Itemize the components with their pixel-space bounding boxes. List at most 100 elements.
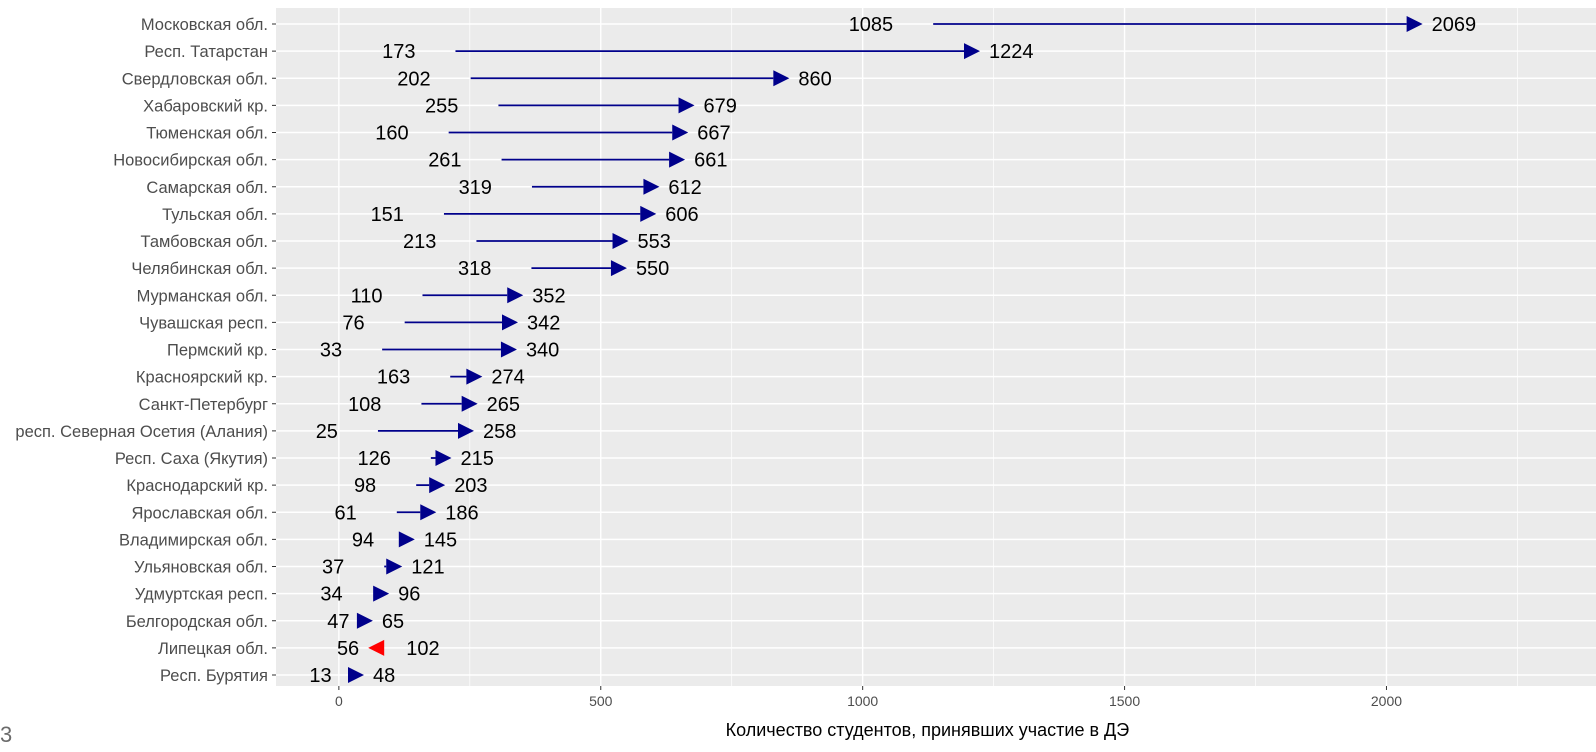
arrow-head [669,151,686,168]
start-value-label: 34 [320,584,342,606]
end-value-label: 342 [527,312,560,334]
arrow-head [368,639,385,656]
arrow-head [420,504,437,521]
arrow-head [964,43,980,60]
end-value-label: 258 [483,421,516,443]
end-value-label: 56 [337,638,359,660]
category-label: Новосибирская обл. [113,152,268,170]
end-value-label: 352 [532,285,565,307]
arrow-head [356,612,373,629]
arrow-head [612,233,629,249]
category-label: Белгородская обл. [126,613,268,631]
start-value-label: 319 [459,177,492,199]
category-label: Краснодарский кр. [126,477,268,495]
category-label: Владимирская обл. [119,531,268,549]
arrow-head [500,341,517,358]
x-tick-label: 0 [335,693,343,709]
category-label: Ульяновская обл. [134,559,268,577]
start-value-label: 202 [397,68,430,90]
start-value-label: 1085 [849,14,894,36]
arrow-head [461,395,478,412]
start-value-label: 102 [406,638,439,660]
category-label: Хабаровский кр. [143,97,268,115]
arrow-head [429,477,446,494]
end-value-label: 145 [424,529,457,551]
category-label: Респ. Саха (Якутия) [115,450,268,468]
end-value-label: 606 [665,204,698,226]
x-tick-label: 1000 [847,693,878,709]
category-label: Респ. Татарстан [144,43,268,61]
arrow-head [502,314,518,331]
start-value-label: 98 [354,475,376,497]
arrow-head [466,368,483,385]
plot-panel [276,8,1596,686]
end-value-label: 550 [636,258,669,280]
end-value-label: 274 [491,367,524,389]
start-value-label: 76 [342,312,364,334]
arrow-head [373,585,390,602]
x-tick-label: 2000 [1371,693,1402,709]
start-value-label: 108 [348,394,381,416]
category-label: Самарская обл. [146,179,268,197]
start-value-label: 261 [428,150,461,172]
category-label: Пермский кр. [167,342,268,360]
start-value-label: 173 [382,41,415,63]
category-label: респ. Северная Осетия (Алания) [15,423,268,441]
arrow-head [435,450,452,466]
x-tick-label: 1500 [1109,693,1140,709]
start-value-label: 13 [309,665,331,687]
arrow-head [458,422,474,439]
arrow-head [507,287,524,304]
start-value-label: 25 [316,421,338,443]
arrow-head [678,97,695,114]
end-value-label: 48 [373,665,395,687]
category-label: Липецкая обл. [158,640,268,658]
end-value-label: 340 [526,340,559,362]
category-label: Санкт-Петербург [139,396,268,414]
start-value-label: 126 [357,448,390,470]
x-axis-ticks: 0 500 1000 1500 2000 [335,686,1402,709]
arrow-head [643,178,660,195]
start-value-label: 255 [425,95,458,117]
end-value-label: 860 [798,68,831,90]
start-value-label: 47 [327,611,349,633]
arrow-head [773,70,790,87]
arrow-series [348,16,1423,683]
start-value-label: 37 [322,557,344,579]
end-value-label: 215 [460,448,493,470]
corner-page-number: 3 [0,722,13,747]
arrow-head [610,260,627,277]
start-value-label: 110 [351,285,383,307]
category-labels: Московская обл. Респ. Татарстан Свердловск… [15,16,276,685]
arrow-head [386,558,403,575]
category-label: Красноярский кр. [136,369,268,387]
arrow-head [398,531,415,548]
category-label: Респ. Бурятия [160,667,268,685]
category-label: Тюменская обл. [146,125,268,143]
end-value-label: 553 [638,231,671,253]
minor-gridlines [469,8,1518,686]
end-value-label: 1224 [989,41,1034,63]
end-value-label: 661 [694,150,727,172]
arrow-head [640,205,657,222]
category-label: Тамбовская обл. [140,233,268,251]
start-value-label: 213 [403,231,436,253]
arrow-head [672,124,689,141]
start-value-label: 151 [371,204,404,226]
category-label: Челябинская обл. [131,260,268,278]
value-labels: 1085 2069 173 1224 202 860 255 679 160 667 261 661 3… [309,14,1476,687]
start-value-label: 33 [320,340,342,362]
end-value-label: 65 [382,611,404,633]
category-label: Удмуртская респ. [135,586,268,604]
end-value-label: 186 [445,502,478,524]
start-value-label: 94 [352,529,374,551]
category-label: Мурманская обл. [137,287,268,305]
category-label: Тульская обл. [162,206,268,224]
end-value-label: 265 [487,394,520,416]
end-value-label: 121 [411,557,444,579]
start-value-label: 160 [375,123,408,145]
end-value-label: 203 [454,475,487,497]
start-value-label: 61 [335,502,357,524]
end-value-label: 612 [668,177,701,199]
